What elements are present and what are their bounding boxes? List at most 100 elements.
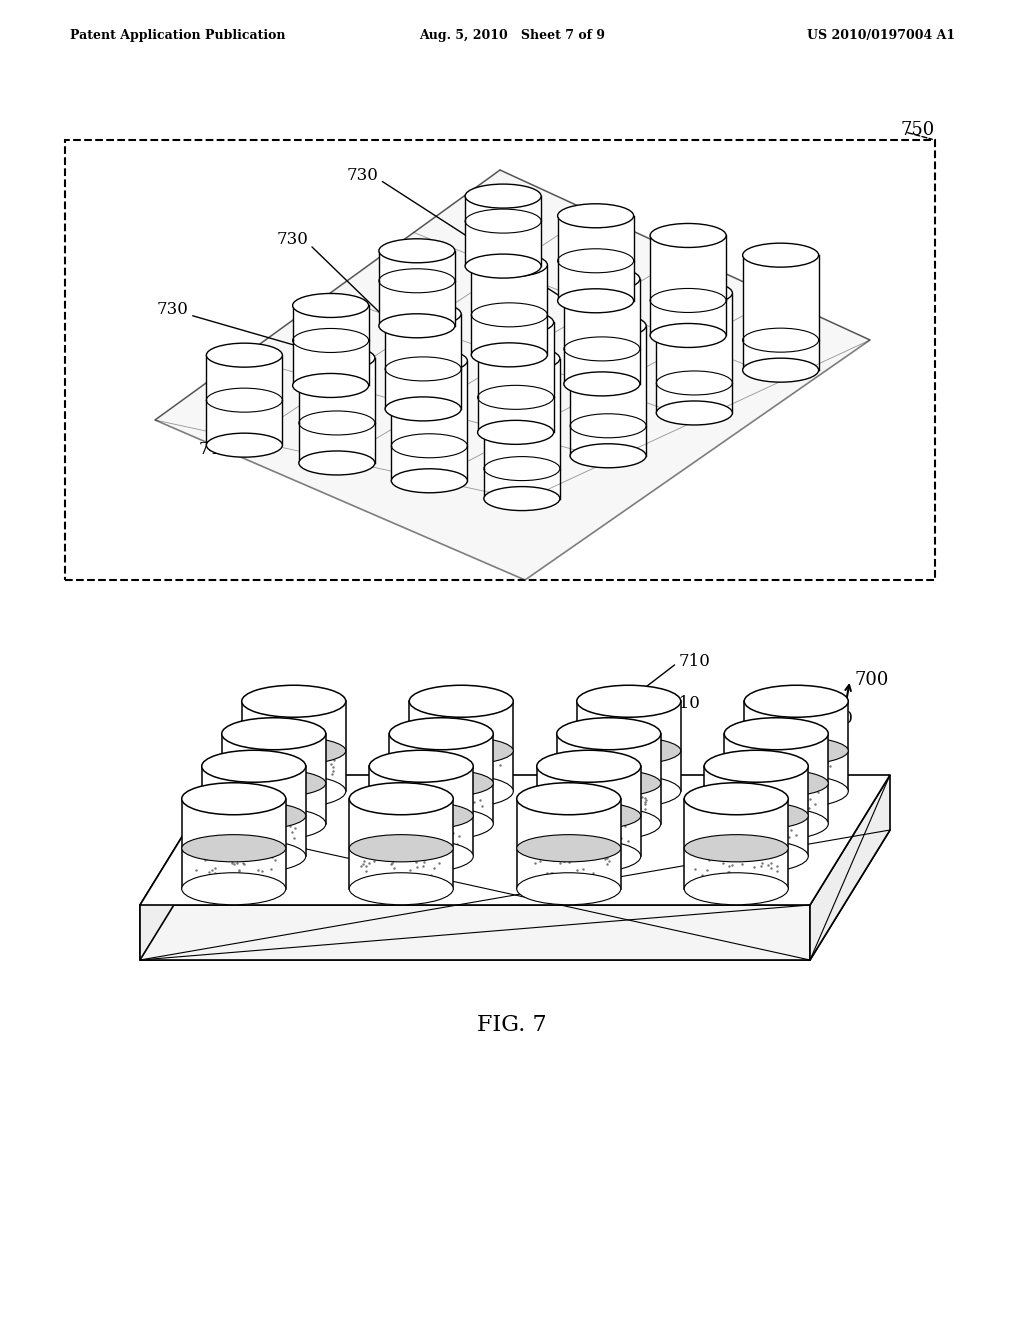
Ellipse shape xyxy=(742,243,818,267)
Ellipse shape xyxy=(517,873,621,904)
Ellipse shape xyxy=(370,803,473,829)
Ellipse shape xyxy=(684,873,788,904)
Text: 730: 730 xyxy=(156,301,188,318)
Ellipse shape xyxy=(477,420,554,445)
Polygon shape xyxy=(465,220,541,267)
Text: 710: 710 xyxy=(679,653,711,669)
Ellipse shape xyxy=(558,289,634,313)
Ellipse shape xyxy=(517,783,621,814)
Polygon shape xyxy=(484,359,560,469)
Polygon shape xyxy=(140,775,890,906)
Ellipse shape xyxy=(389,808,494,840)
Polygon shape xyxy=(140,775,220,960)
Ellipse shape xyxy=(557,718,660,750)
Polygon shape xyxy=(742,341,818,370)
Polygon shape xyxy=(299,422,375,463)
Polygon shape xyxy=(684,799,788,888)
Polygon shape xyxy=(650,235,726,301)
Ellipse shape xyxy=(293,293,369,318)
Text: 730: 730 xyxy=(276,231,308,248)
Polygon shape xyxy=(724,734,828,824)
Polygon shape xyxy=(471,265,548,315)
Polygon shape xyxy=(577,701,681,791)
Polygon shape xyxy=(207,355,283,400)
Polygon shape xyxy=(202,766,306,857)
Text: FIG. 7: FIG. 7 xyxy=(477,1014,547,1036)
Ellipse shape xyxy=(379,314,455,338)
Ellipse shape xyxy=(557,770,660,797)
Polygon shape xyxy=(207,400,283,445)
Ellipse shape xyxy=(181,834,286,862)
Ellipse shape xyxy=(349,873,454,904)
Ellipse shape xyxy=(299,451,375,475)
Ellipse shape xyxy=(242,685,346,717)
Text: 700: 700 xyxy=(855,671,890,689)
Ellipse shape xyxy=(477,310,554,334)
Ellipse shape xyxy=(537,803,641,829)
Ellipse shape xyxy=(724,718,828,750)
Polygon shape xyxy=(379,281,455,326)
Text: US 2010/0197004 A1: US 2010/0197004 A1 xyxy=(807,29,955,41)
Ellipse shape xyxy=(705,803,808,829)
Text: 510: 510 xyxy=(160,921,191,939)
Polygon shape xyxy=(650,301,726,335)
Ellipse shape xyxy=(705,750,808,783)
Text: 720: 720 xyxy=(680,247,712,264)
Polygon shape xyxy=(385,368,461,409)
Ellipse shape xyxy=(222,770,326,797)
Ellipse shape xyxy=(656,281,732,305)
Polygon shape xyxy=(465,197,541,220)
Ellipse shape xyxy=(222,718,326,750)
Ellipse shape xyxy=(650,323,726,347)
Ellipse shape xyxy=(242,775,346,808)
Ellipse shape xyxy=(379,239,455,263)
Polygon shape xyxy=(181,799,286,888)
Polygon shape xyxy=(570,326,646,426)
Ellipse shape xyxy=(202,803,306,829)
Ellipse shape xyxy=(293,374,369,397)
Polygon shape xyxy=(389,734,494,824)
Text: 730: 730 xyxy=(346,166,378,183)
Ellipse shape xyxy=(577,737,681,764)
Polygon shape xyxy=(564,279,640,348)
Ellipse shape xyxy=(484,487,560,511)
Ellipse shape xyxy=(465,183,541,209)
Text: 710: 710 xyxy=(821,710,853,727)
Polygon shape xyxy=(293,341,369,385)
Polygon shape xyxy=(293,305,369,341)
Ellipse shape xyxy=(705,841,808,873)
Polygon shape xyxy=(810,775,890,960)
Ellipse shape xyxy=(385,302,461,326)
Text: Aug. 5, 2010   Sheet 7 of 9: Aug. 5, 2010 Sheet 7 of 9 xyxy=(419,29,605,41)
Polygon shape xyxy=(656,383,732,413)
Polygon shape xyxy=(242,701,346,791)
Bar xyxy=(65,140,935,579)
Ellipse shape xyxy=(410,685,513,717)
Polygon shape xyxy=(744,701,848,791)
Polygon shape xyxy=(564,348,640,384)
Polygon shape xyxy=(140,906,810,960)
Ellipse shape xyxy=(181,783,286,814)
Ellipse shape xyxy=(391,469,467,492)
Ellipse shape xyxy=(537,750,641,783)
Ellipse shape xyxy=(742,358,818,383)
Polygon shape xyxy=(140,830,890,960)
Polygon shape xyxy=(385,314,461,368)
Polygon shape xyxy=(155,170,870,579)
Ellipse shape xyxy=(517,834,621,862)
Ellipse shape xyxy=(370,750,473,783)
Ellipse shape xyxy=(724,808,828,840)
Ellipse shape xyxy=(656,401,732,425)
Ellipse shape xyxy=(558,203,634,228)
Ellipse shape xyxy=(650,223,726,247)
Ellipse shape xyxy=(389,770,494,797)
Polygon shape xyxy=(349,799,454,888)
Ellipse shape xyxy=(299,346,375,370)
Ellipse shape xyxy=(537,841,641,873)
Polygon shape xyxy=(484,469,560,499)
Polygon shape xyxy=(537,766,641,857)
Ellipse shape xyxy=(370,841,473,873)
Polygon shape xyxy=(379,251,455,281)
Polygon shape xyxy=(477,397,554,433)
Ellipse shape xyxy=(570,444,646,467)
